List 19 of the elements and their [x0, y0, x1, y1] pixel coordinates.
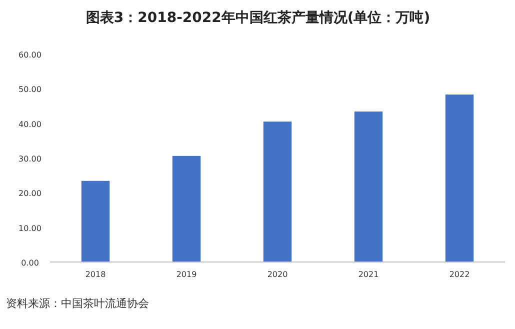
bar: [445, 94, 474, 262]
y-tick-label: 40.00: [18, 120, 42, 129]
y-tick-label: 50.00: [18, 85, 42, 94]
x-tick-label: 2022: [449, 270, 470, 279]
y-tick-label: 20.00: [18, 189, 42, 198]
x-tick-label: 2020: [267, 270, 288, 279]
bar: [263, 122, 292, 262]
y-tick-label: 30.00: [18, 154, 42, 164]
text: 资料来源：中国茶叶流通协会: [6, 297, 149, 310]
y-tick-label: 60.00: [18, 50, 42, 60]
y-tick-label: 0.00: [21, 258, 39, 268]
x-tick-label: 2021: [358, 270, 379, 279]
x-tick-label: 2019: [176, 270, 197, 279]
y-tick-label: 10.00: [18, 224, 42, 233]
bar: [172, 156, 201, 262]
bar: [81, 180, 110, 262]
x-tick-label: 2018: [85, 270, 106, 279]
chart-title: 图表3：2018-2022年中国红茶产量情况(单位：万吨): [86, 9, 430, 26]
bar: [354, 112, 383, 262]
